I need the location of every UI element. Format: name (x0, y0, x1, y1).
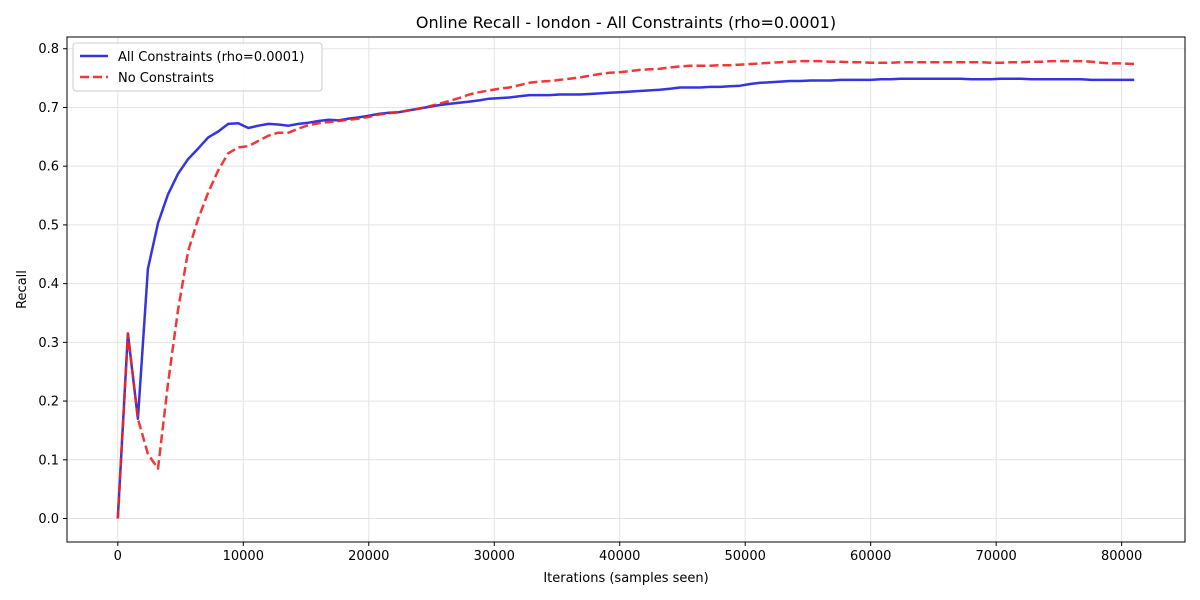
y-tick-label: 0.3 (38, 336, 59, 351)
x-axis-label: Iterations (samples seen) (543, 571, 708, 586)
legend-label-no-constraints: No Constraints (118, 71, 214, 86)
grid (67, 37, 1185, 542)
y-tick-label: 0.8 (38, 42, 59, 57)
y-tick-label: 0.0 (38, 512, 59, 527)
y-tick-label: 0.4 (38, 277, 59, 292)
x-tick-label: 40000 (599, 549, 640, 564)
y-tick-label: 0.2 (38, 395, 59, 410)
y-axis-label: Recall (15, 270, 30, 309)
x-tick-label: 10000 (223, 549, 264, 564)
x-tick-label: 80000 (1101, 549, 1142, 564)
y-tick-label: 0.6 (38, 160, 59, 175)
legend-box (72, 42, 323, 92)
x-tick-label: 50000 (725, 549, 766, 564)
plot-frame (66, 36, 1186, 543)
y-tick-label: 0.5 (38, 218, 59, 233)
legend: All Constraints (rho=0.0001) No Constrai… (72, 42, 323, 92)
legend-label-all-constraints: All Constraints (rho=0.0001) (118, 50, 304, 65)
chart-title: Online Recall - london - All Constraints… (416, 13, 836, 32)
x-tick-label: 0 (114, 549, 122, 564)
x-tick-label: 30000 (474, 549, 515, 564)
x-tick-label: 70000 (975, 549, 1016, 564)
y-tick-label: 0.1 (38, 453, 59, 468)
x-tick-label: 60000 (850, 549, 891, 564)
series-line-all-constraints (116, 77, 1135, 519)
ticks: 0 10000 20000 30000 40000 50000 60000 70000 8000… (38, 42, 1142, 564)
x-tick-label: 20000 (348, 549, 389, 564)
series-layer (116, 59, 1135, 519)
series-line-no-constraints (116, 59, 1135, 519)
y-tick-label: 0.7 (38, 101, 59, 116)
